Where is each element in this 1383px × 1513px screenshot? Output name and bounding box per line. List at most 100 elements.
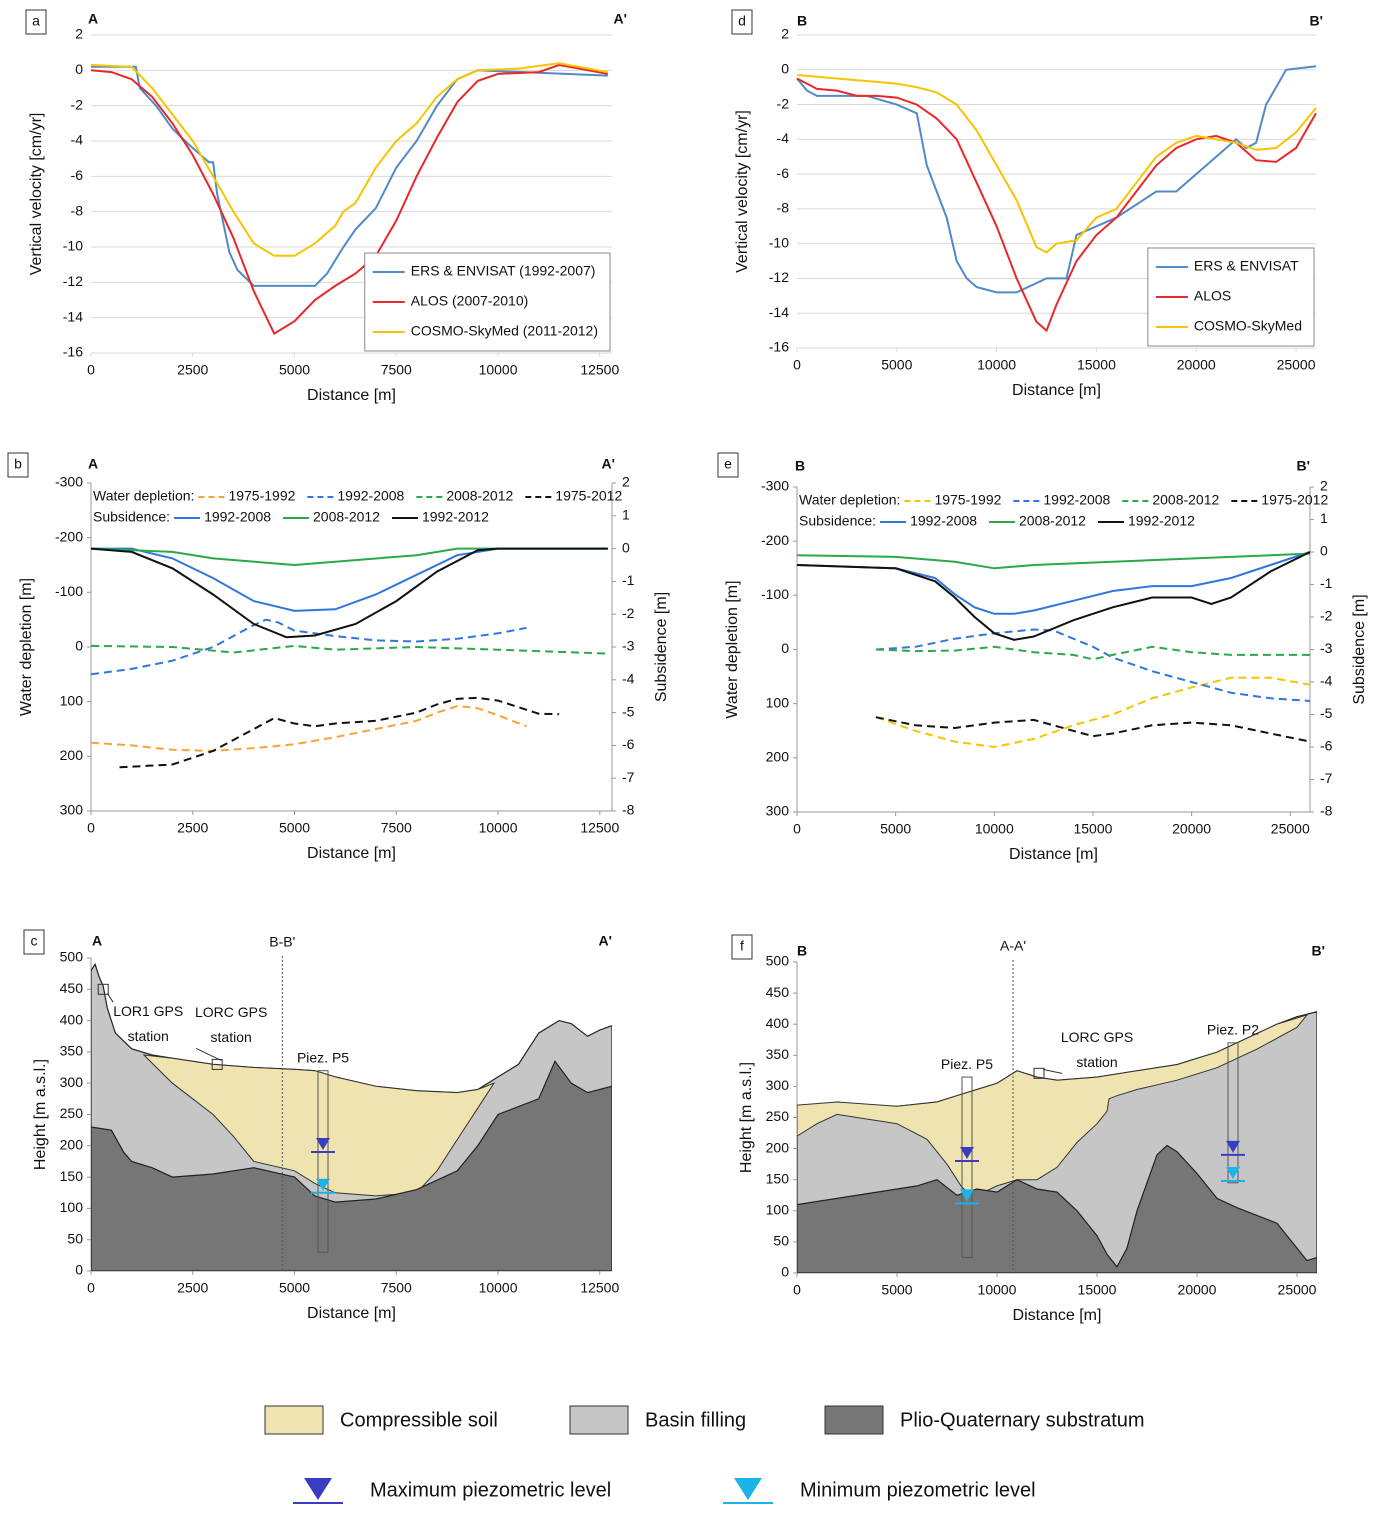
legend-group-label: Water depletion: xyxy=(93,488,194,504)
y-axis-title: Water depletion [m] xyxy=(724,580,741,718)
station-leader xyxy=(195,1047,222,1061)
level-marker xyxy=(316,1138,331,1151)
x-tick-label: 15000 xyxy=(1077,357,1116,373)
y-tick-label: -12 xyxy=(63,273,83,289)
y2-tick-label: -7 xyxy=(622,769,635,785)
station-leader xyxy=(1042,1068,1063,1074)
y-tick-label: 0 xyxy=(781,60,789,76)
y-tick-label: 0 xyxy=(75,1262,83,1278)
legend-label: ALOS (2007-2010) xyxy=(411,293,529,309)
x-tick-label: 7500 xyxy=(381,362,412,378)
x-tick-label: 20000 xyxy=(1177,357,1216,373)
station-label: station xyxy=(211,1029,252,1045)
legend-swatch xyxy=(264,1405,324,1435)
y-tick-label: 200 xyxy=(60,747,84,763)
panel-box xyxy=(717,452,739,478)
y-tick-label: -4 xyxy=(71,132,84,148)
x-tick-label: 5000 xyxy=(880,821,911,837)
panel-box xyxy=(731,9,753,35)
panel-letter: e xyxy=(724,456,732,472)
x-tick-label: 2500 xyxy=(177,820,208,836)
data-line xyxy=(796,74,1317,254)
x-tick-label: 20000 xyxy=(1172,821,1211,837)
data-line xyxy=(875,676,1311,749)
y2-tick-label: -7 xyxy=(1320,770,1333,786)
legend-label: 1992-2012 xyxy=(1128,513,1195,529)
legend-label: 1975-2012 xyxy=(555,488,622,504)
y-axis-title: Vertical velocity [cm/yr] xyxy=(734,110,751,273)
y-tick-label: 300 xyxy=(766,803,790,819)
y2-tick-label: -3 xyxy=(1320,640,1333,656)
legend-label: 2008-2012 xyxy=(1152,492,1219,508)
legend-label: Compressible soil xyxy=(340,1409,498,1431)
data-line xyxy=(796,65,1317,294)
legend-label: 1975-1992 xyxy=(934,492,1001,508)
y2-tick-label: -3 xyxy=(622,638,635,654)
level-marker xyxy=(1226,1166,1240,1179)
data-line xyxy=(796,77,1317,333)
legend-group-label: Subsidence: xyxy=(799,513,876,529)
y-tick-label: 300 xyxy=(60,1074,84,1090)
y-tick-label: 150 xyxy=(766,1170,790,1186)
x-tick-label: 25000 xyxy=(1278,1282,1317,1298)
legend-label: ERS & ENVISAT xyxy=(1194,258,1299,274)
y-axis-title: Water depletion [m] xyxy=(18,578,35,716)
y-tick-label: 50 xyxy=(773,1233,789,1249)
data-line xyxy=(90,62,609,257)
legend-label: 2008-2012 xyxy=(313,509,380,525)
y2-tick-label: -4 xyxy=(622,671,635,687)
y-tick-label: 2 xyxy=(75,26,83,42)
layer xyxy=(142,1054,496,1197)
x-tick-label: 7500 xyxy=(381,820,412,836)
panel-box xyxy=(25,9,47,35)
layer xyxy=(797,1013,1309,1196)
x-tick-label: 0 xyxy=(793,357,801,373)
y2-tick-label: -6 xyxy=(1320,738,1333,754)
panel-box xyxy=(731,934,753,960)
legend-label: 1992-2012 xyxy=(422,509,489,525)
data-line xyxy=(90,63,609,336)
station-label: LORC GPS xyxy=(1061,1029,1133,1045)
y-tick-label: 150 xyxy=(60,1168,84,1184)
piezometer xyxy=(961,1076,973,1258)
x-tick-label: 2500 xyxy=(177,362,208,378)
section-start: A xyxy=(88,456,98,472)
y-tick-label: 50 xyxy=(67,1230,83,1246)
y2-axis-title: Subsidence [m] xyxy=(1351,594,1368,704)
y-tick-label: 0 xyxy=(75,61,83,77)
legend-label: ERS & ENVISAT (1992-2007) xyxy=(411,263,596,279)
x-tick-label: 10000 xyxy=(975,821,1014,837)
y2-tick-label: 2 xyxy=(622,474,630,490)
y-tick-label: 100 xyxy=(766,1202,790,1218)
data-line xyxy=(796,551,1311,615)
legend-label: 1975-2012 xyxy=(1261,492,1328,508)
y-tick-label: 250 xyxy=(766,1108,790,1124)
x-axis-title: Distance [m] xyxy=(1009,846,1098,863)
y-tick-label: -16 xyxy=(63,344,83,360)
section-start: B xyxy=(797,13,807,29)
x-tick-label: 25000 xyxy=(1277,357,1316,373)
section-start: B xyxy=(797,943,807,959)
y-tick-label: -2 xyxy=(71,96,84,112)
piezometer-label: Piez. P5 xyxy=(941,1056,993,1072)
x-tick-label: 10000 xyxy=(479,362,518,378)
y-tick-label: 300 xyxy=(766,1077,790,1093)
y-axis-title: Height [m a.s.l.] xyxy=(32,1059,49,1170)
y-tick-label: 400 xyxy=(60,1011,84,1027)
station-marker xyxy=(211,1058,223,1070)
station-marker xyxy=(1033,1067,1045,1079)
y-tick-label: -8 xyxy=(777,200,790,216)
level-marker xyxy=(316,1178,331,1191)
station-label: LOR1 GPS xyxy=(113,1003,183,1019)
y2-tick-label: 2 xyxy=(1320,478,1328,494)
data-line xyxy=(90,547,608,567)
section-label: A-A' xyxy=(1000,938,1026,954)
legend-swatch xyxy=(734,1478,762,1500)
y-tick-label: 450 xyxy=(60,980,84,996)
x-tick-label: 20000 xyxy=(1178,1282,1217,1298)
x-axis-title: Distance [m] xyxy=(307,845,396,862)
legend-label: 2008-2012 xyxy=(446,488,513,504)
legend-label: 1992-2008 xyxy=(910,513,977,529)
data-line xyxy=(91,547,608,612)
